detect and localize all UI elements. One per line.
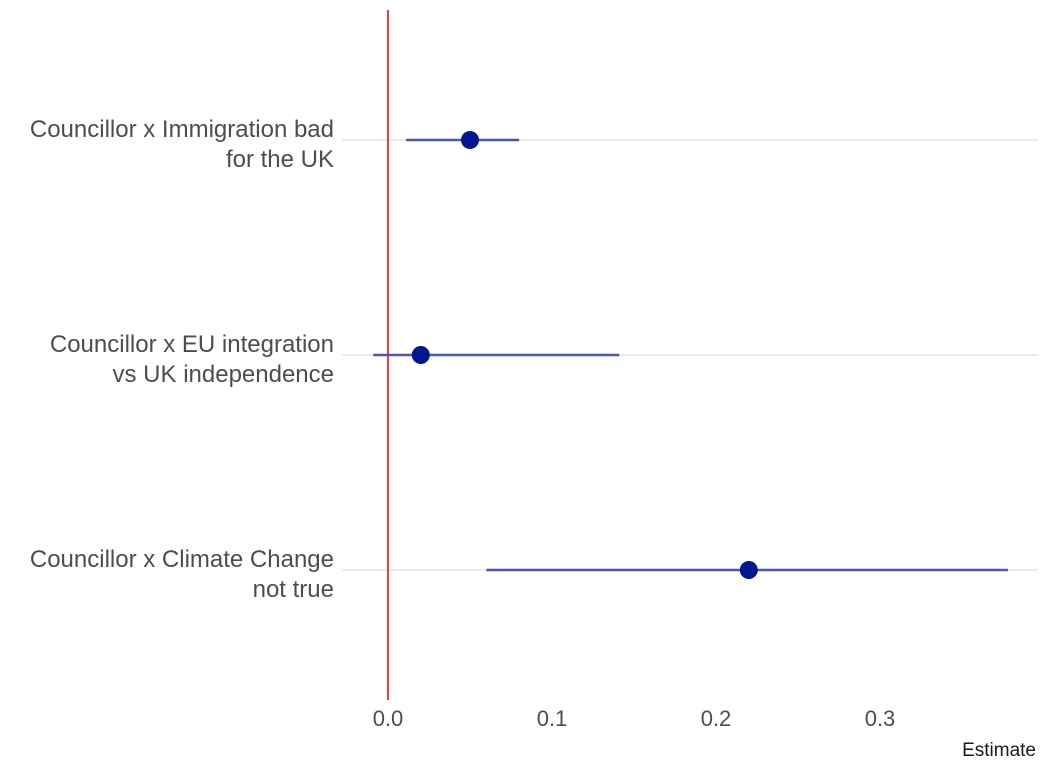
y-tick-label-3-line-1: Councillor x Climate Change bbox=[30, 546, 334, 573]
estimate-point-1 bbox=[461, 131, 479, 149]
y-tick-label-1-line-2: for the UK bbox=[226, 146, 334, 173]
x-tick-label-2: 0.1 bbox=[537, 706, 568, 731]
point-layer bbox=[411, 131, 758, 579]
x-tick-label-3: 0.2 bbox=[701, 706, 732, 731]
x-tick-label-4: 0.3 bbox=[865, 706, 896, 731]
y-axis-labels: Councillor x Immigration bad for the UKCo… bbox=[30, 116, 334, 603]
x-axis-ticks: 0.0 0.1 0.2 0.3 bbox=[373, 706, 896, 731]
y-tick-label-1: Councillor x Immigration bad for the UK bbox=[30, 116, 334, 173]
x-axis-title: Estimate bbox=[962, 740, 1036, 761]
y-tick-label-1-line-1: Councillor x Immigration bad bbox=[30, 116, 334, 143]
y-tick-label-2-line-2: vs UK independence bbox=[113, 361, 334, 388]
estimate-point-2 bbox=[411, 346, 430, 364]
x-tick-label-1: 0.0 bbox=[373, 706, 404, 731]
y-tick-label-3: Councillor x Climate Change not true bbox=[30, 546, 334, 603]
estimate-point-3 bbox=[739, 561, 758, 579]
y-tick-label-2: Councillor x EU integration vs UK indepen… bbox=[50, 331, 334, 388]
y-tick-label-3-line-2: not true bbox=[253, 576, 334, 603]
y-tick-label-2-line-1: Councillor x EU integration bbox=[50, 331, 334, 358]
